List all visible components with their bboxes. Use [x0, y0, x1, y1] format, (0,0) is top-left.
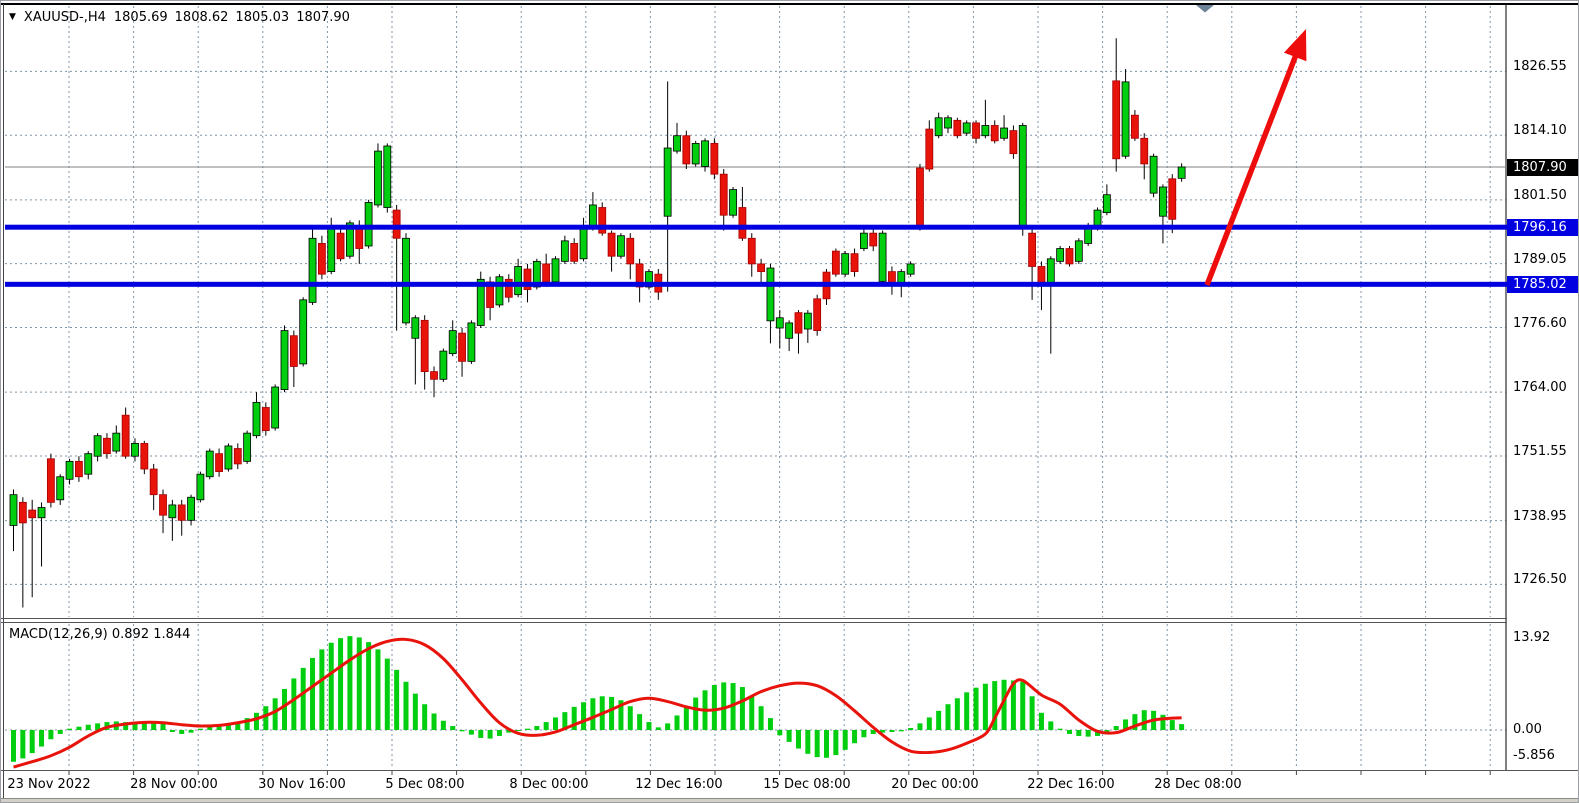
support-price-badge: 1785.02: [1507, 276, 1578, 293]
trend-arrow[interactable]: [1204, 29, 1307, 286]
price-tick-label: 1801.50: [1513, 187, 1567, 203]
macd-tick-label: -5.856: [1513, 748, 1555, 763]
macd-label: MACD(12,26,9) 0.892 1.844: [9, 627, 190, 642]
symbol-period-label: XAUUSD-,H4: [23, 10, 106, 25]
title-close: 1807.90: [296, 10, 350, 25]
price-tick-label: 1764.00: [1513, 380, 1567, 396]
window-bottom-strip: [1, 798, 1578, 802]
window-top-border: [1, 3, 1578, 5]
price-tick-label: 1751.55: [1513, 443, 1567, 459]
time-tick-label: 15 Dec 08:00: [763, 777, 851, 792]
time-tick-label: 30 Nov 16:00: [258, 777, 346, 792]
time-tick-label: 28 Dec 08:00: [1154, 777, 1242, 792]
macd-tick-label: 0.00: [1513, 722, 1542, 737]
time-tick-label: 8 Dec 00:00: [509, 777, 589, 792]
macd-tick-label: 13.92: [1513, 629, 1551, 645]
macd-signal-line: [13, 637, 1182, 769]
support-line[interactable]: [5, 281, 1507, 287]
price-tick-label: 1789.05: [1513, 251, 1567, 267]
title-low: 1805.03: [235, 10, 290, 25]
price-tick-label: 1726.50: [1513, 572, 1567, 588]
candlesticks: [9, 38, 1186, 608]
price-tick-label: 1776.60: [1513, 315, 1567, 331]
title-open: 1805.69: [113, 10, 168, 25]
title-high: 1808.62: [174, 10, 229, 25]
time-tick-label: 28 Nov 00:00: [130, 777, 218, 792]
chart-shift-marker-icon[interactable]: [1196, 5, 1214, 13]
price-tick-label: 1826.55: [1513, 59, 1567, 75]
price-tick-label: 1738.95: [1513, 508, 1567, 524]
time-tick-label: 20 Dec 00:00: [891, 777, 979, 792]
symbol-dropdown-icon[interactable]: ▼: [9, 12, 16, 22]
current-price-badge: 1807.90: [1507, 159, 1578, 176]
window-left-border: [3, 4, 4, 798]
resistance-line[interactable]: [5, 224, 1507, 230]
resistance-price-badge: 1796.16: [1507, 219, 1578, 236]
macd-signal-value: 1.844: [153, 627, 191, 642]
macd-histogram: [11, 636, 1185, 762]
price-tick-label: 1814.10: [1513, 123, 1567, 139]
time-tick-label: 23 Nov 2022: [7, 777, 91, 792]
time-tick-label: 22 Dec 16:00: [1027, 777, 1115, 792]
time-tick-label: 5 Dec 08:00: [385, 777, 465, 792]
chart-title: ▼ XAUUSD-,H4 1805.69 1808.62 1805.03 180…: [9, 10, 350, 25]
time-axis-separator: [1, 770, 1578, 771]
panel-separator-top[interactable]: [1, 618, 1507, 619]
grid-lines: [5, 5, 1507, 775]
macd-main-value: 0.892: [111, 627, 150, 642]
macd-name: MACD(12,26,9): [9, 627, 108, 642]
time-tick-label: 12 Dec 16:00: [635, 777, 723, 792]
panel-separator-bottom[interactable]: [1, 622, 1507, 623]
